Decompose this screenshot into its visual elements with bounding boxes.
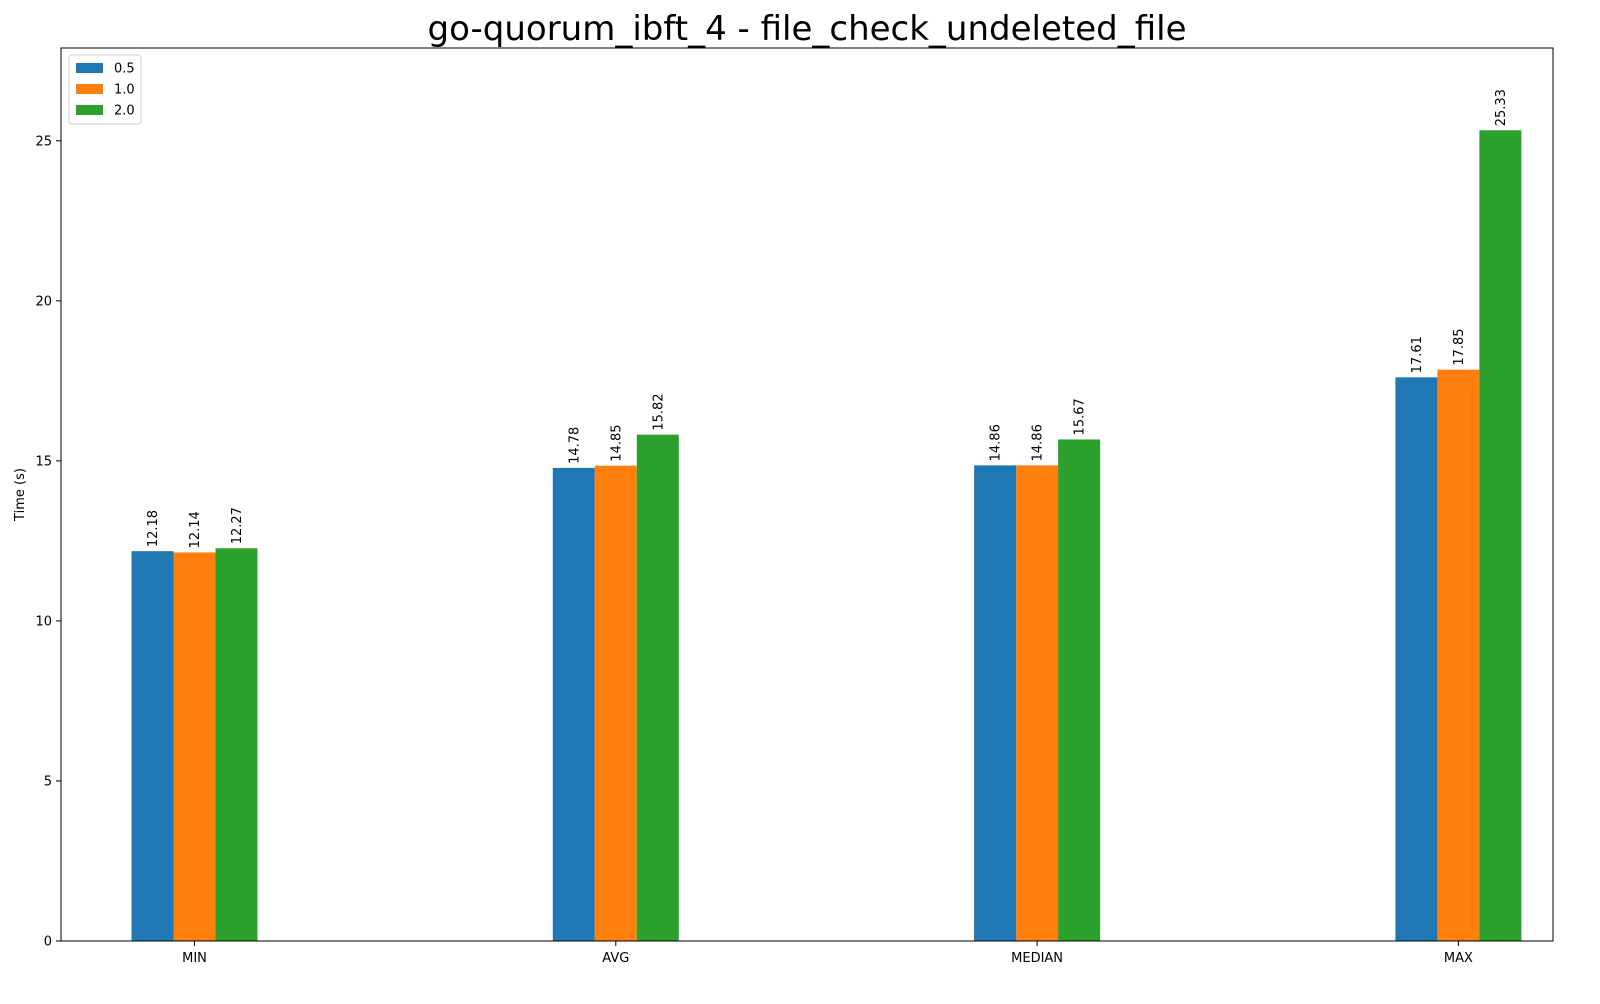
bar (974, 465, 1017, 941)
bar (1395, 377, 1438, 941)
bar (1479, 130, 1522, 941)
y-tick-label: 25 (35, 134, 52, 149)
bar-value-label: 17.85 (1452, 328, 1467, 365)
bar (552, 467, 595, 941)
bar (131, 551, 174, 941)
bar (1016, 465, 1059, 941)
legend: 0.5 1.0 2.0 (68, 54, 142, 125)
chart-title: go-quorum_ibft_4 - file_check_undeleted_… (427, 9, 1186, 49)
y-tick-label: 10 (35, 614, 52, 629)
bar-value-label: 12.18 (146, 510, 161, 547)
legend-swatch (76, 63, 103, 73)
y-tick-label: 5 (44, 774, 52, 789)
bar (1058, 439, 1101, 941)
x-tick-label: MIN (182, 951, 207, 966)
x-tick-label: AVG (602, 951, 629, 966)
bar-value-label: 15.67 (1073, 398, 1088, 435)
bar-value-label: 12.14 (188, 511, 203, 548)
bar-value-label: 14.78 (567, 427, 582, 464)
bar-value-label: 15.82 (651, 393, 666, 430)
x-axis: MIN AVG MEDIAN MAX (182, 941, 1473, 966)
legend-swatch (76, 105, 103, 115)
legend-label: 0.5 (114, 62, 135, 77)
bar (173, 552, 216, 941)
bar-value-label: 17.61 (1410, 336, 1425, 373)
bar-value-label: 14.86 (989, 424, 1004, 461)
bar (594, 465, 637, 941)
y-tick-label: 15 (35, 454, 52, 469)
bar-value-label: 25.33 (1494, 89, 1509, 126)
y-axis-label: Time (s) (13, 468, 28, 522)
y-axis: 0 5 10 15 20 25 (35, 134, 61, 950)
legend-swatch (76, 84, 103, 94)
axes-frame (60, 47, 1554, 942)
legend-label: 1.0 (114, 83, 135, 98)
y-tick-label: 20 (35, 294, 52, 309)
bar-value-label: 14.85 (609, 424, 624, 461)
bar (215, 548, 258, 941)
x-tick-label: MEDIAN (1011, 951, 1063, 966)
bar (636, 434, 679, 941)
x-tick-label: MAX (1444, 951, 1473, 966)
bar-value-label: 12.27 (230, 507, 245, 544)
bar (1437, 369, 1480, 941)
y-tick-label: 0 (44, 935, 52, 950)
bar-value-label: 14.86 (1031, 424, 1046, 461)
plot-area: 12.18 12.14 12.27 14.78 14.85 15.82 14.86 14.86… (131, 89, 1522, 941)
legend-label: 2.0 (114, 104, 135, 119)
